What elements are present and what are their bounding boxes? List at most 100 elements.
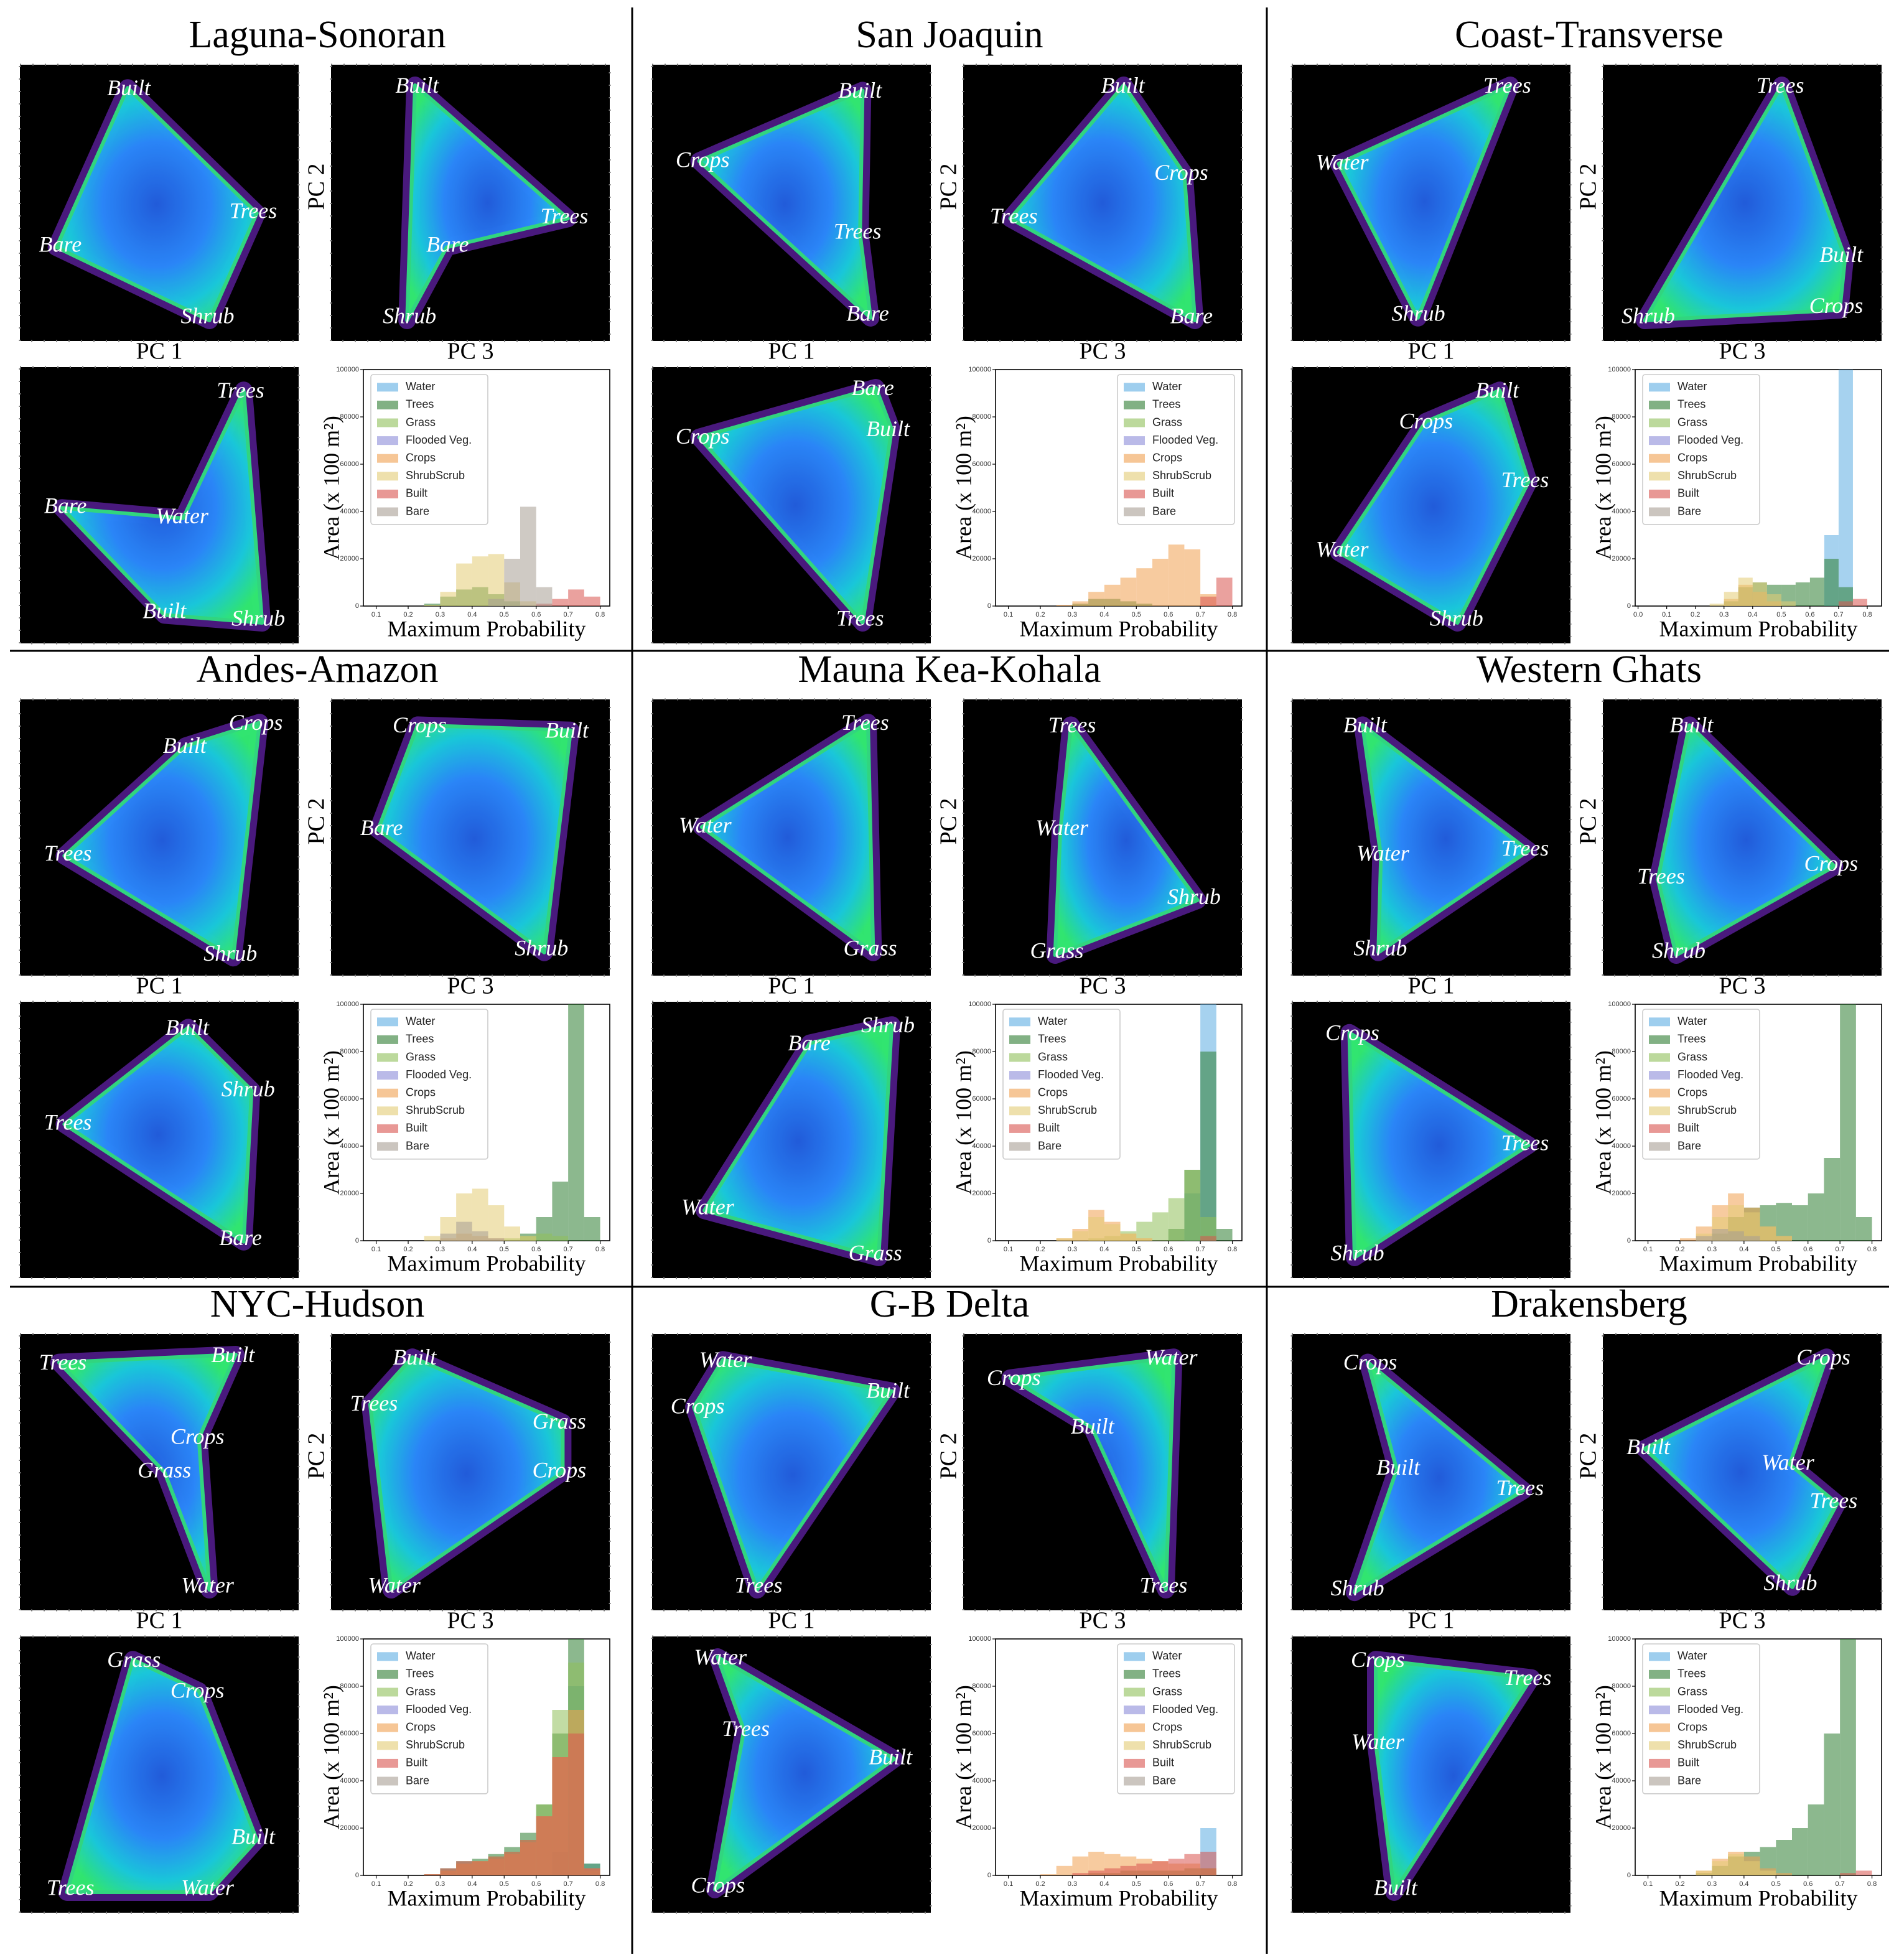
histogram-bar <box>504 559 520 606</box>
y-axis-label: PC 2 <box>1575 164 1602 210</box>
y-tick-label: 20000 <box>972 555 991 562</box>
x-tick-label: 0.8 <box>1228 1880 1237 1888</box>
histogram-bar <box>536 587 553 606</box>
legend-swatch <box>1124 1776 1145 1786</box>
x-tick-label: 0.6 <box>1803 1246 1813 1253</box>
histogram-bar <box>1184 549 1201 606</box>
legend-label: Trees <box>406 1668 434 1680</box>
histogram-bar <box>1792 1828 1808 1875</box>
legend-swatch <box>1124 383 1145 392</box>
legend-label: Water <box>406 380 435 393</box>
x-tick-label: 0.5 <box>1132 1246 1141 1253</box>
legend-swatch <box>1649 1741 1670 1750</box>
cluster-label: Water <box>1316 149 1369 174</box>
x-tick-label: 0.8 <box>595 611 605 618</box>
x-tick-label: 0.4 <box>1099 1880 1109 1888</box>
legend-label: Trees <box>1152 398 1180 411</box>
cluster-label: Water <box>694 1645 747 1669</box>
cluster-label: Built <box>1071 1414 1115 1439</box>
y-tick-label: 80000 <box>340 413 359 421</box>
cluster-label: Crops <box>1809 293 1864 318</box>
cluster-label: Trees <box>1757 73 1804 98</box>
histogram-bar <box>584 596 600 606</box>
histogram-bar <box>1072 1856 1089 1875</box>
legend-box <box>1117 1643 1235 1794</box>
x-tick-label: 0.1 <box>1004 611 1013 618</box>
legend-swatch <box>1649 1035 1670 1044</box>
histogram-bar <box>1743 1236 1760 1241</box>
y-axis-title: Area (x 100 m²) <box>951 1685 976 1829</box>
y-tick-label: 40000 <box>340 1777 359 1785</box>
histogram-bar <box>1696 1236 1712 1241</box>
legend-label: Crops <box>1152 1720 1182 1733</box>
histogram-bar <box>1136 568 1152 606</box>
legend-swatch <box>377 1687 398 1697</box>
legend-label: Built <box>1038 1122 1060 1134</box>
x-tick-label: 0.6 <box>531 611 541 618</box>
legend-swatch <box>377 489 398 498</box>
cluster-label: Grass <box>107 1647 161 1672</box>
x-tick-label: 0.3 <box>436 1880 445 1888</box>
legend-swatch <box>1649 418 1670 427</box>
x-tick-label: 0.4 <box>1099 1246 1109 1253</box>
legend-label: Crops <box>406 451 436 464</box>
histogram-bar <box>1152 1861 1169 1875</box>
cluster-label: Trees <box>230 198 278 223</box>
density-cloud <box>62 1025 254 1244</box>
histogram-bar <box>1200 1052 1216 1241</box>
density-cloud <box>1008 83 1197 322</box>
x-axis-label: PC 3 <box>1080 338 1126 365</box>
legend-label: Grass <box>1677 1685 1707 1697</box>
histogram-bar <box>552 1236 569 1241</box>
x-axis-label: PC 1 <box>136 338 183 365</box>
y-tick-label: 60000 <box>1612 1095 1631 1103</box>
histogram-bar <box>552 599 569 606</box>
y-tick-label: 0 <box>355 602 359 610</box>
x-axis-title: Maximum Probability <box>388 1885 586 1910</box>
cluster-label: Water <box>181 1573 235 1598</box>
x-tick-label: 0.5 <box>1132 611 1141 618</box>
cluster-label: Shrub <box>1167 884 1221 909</box>
x-tick-label: 0.2 <box>403 611 413 618</box>
x-tick-label: 0.1 <box>1662 611 1671 618</box>
panel: San Joaquin Built Crops Trees Bare Built Crops… <box>651 14 1243 645</box>
x-axis-label: PC 3 <box>1080 973 1126 999</box>
legend-swatch <box>1649 1669 1670 1679</box>
legend-swatch <box>1009 1106 1030 1116</box>
y-tick-label: 20000 <box>1612 1190 1631 1197</box>
legend-swatch <box>1649 1124 1670 1133</box>
x-tick-label: 0.7 <box>1835 1880 1844 1888</box>
y-axis-title: Area (x 100 m²) <box>319 1050 343 1195</box>
histogram-bar <box>440 1233 457 1241</box>
legend-swatch <box>1124 489 1145 498</box>
legend-swatch <box>1124 1741 1145 1750</box>
x-tick-label: 0.7 <box>1195 611 1205 618</box>
y-tick-label: 80000 <box>972 1048 991 1055</box>
legend-label: Bare <box>1038 1139 1061 1152</box>
cluster-label: Trees <box>350 1391 398 1416</box>
panel: NYC-Hudson Trees Built Crops Grass Water Built… <box>19 1283 611 1914</box>
legend-label: ShrubScrub <box>1677 1738 1737 1751</box>
x-tick-label: 0.8 <box>1228 1246 1237 1253</box>
x-tick-label: 0.7 <box>1834 611 1843 618</box>
histogram-bar <box>520 1236 536 1241</box>
legend-swatch <box>377 1017 398 1027</box>
histogram-bar <box>1168 1198 1185 1241</box>
histogram-bar <box>1184 1854 1201 1875</box>
cluster-label: Shrub <box>1353 936 1407 961</box>
legend-swatch <box>377 454 398 463</box>
legend-swatch <box>1649 1106 1670 1116</box>
cluster-label: Crops <box>676 424 730 449</box>
cluster-label: Bare <box>39 231 82 256</box>
legend-swatch <box>1124 1758 1145 1768</box>
x-axis-label: PC 1 <box>768 1608 815 1634</box>
legend-label: Trees <box>406 1033 434 1045</box>
histogram-bar <box>1120 1865 1137 1875</box>
histogram-bar <box>1766 594 1781 606</box>
legend-swatch <box>1649 472 1670 481</box>
histogram-bar <box>1168 1859 1185 1875</box>
x-axis-label: PC 3 <box>447 338 494 365</box>
y-axis-label: PC 2 <box>1575 798 1602 845</box>
density-cloud <box>692 1358 894 1592</box>
